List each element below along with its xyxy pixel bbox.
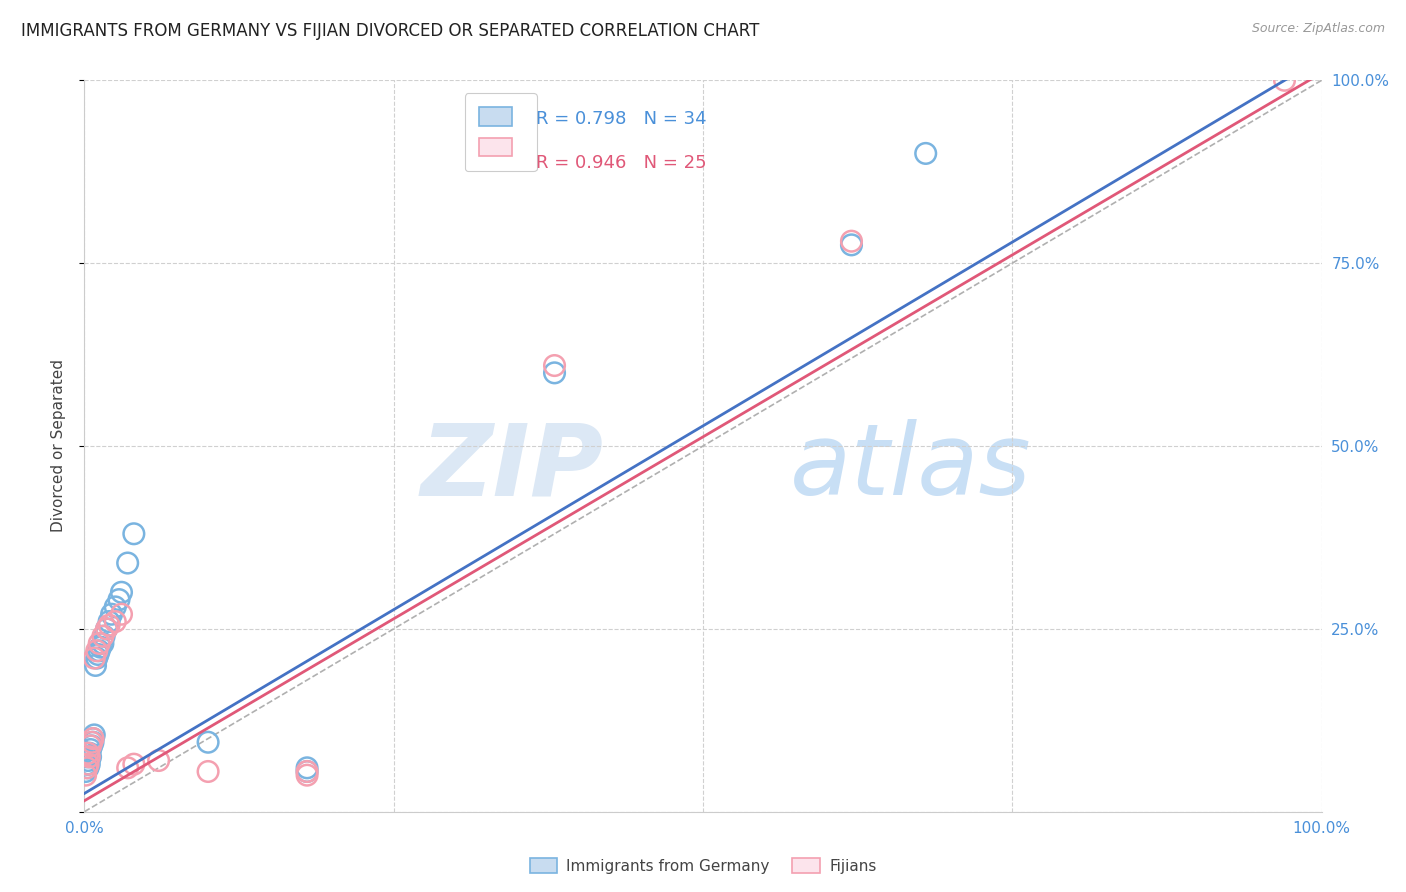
Point: [82, 731, 104, 746]
Point: [89, 636, 111, 650]
Point: [104, 599, 127, 614]
Point: [89, 644, 111, 658]
Point: [83, 728, 105, 742]
Point: [76, 761, 98, 775]
Point: [96, 622, 118, 636]
Point: [543, 366, 565, 380]
Point: [79, 757, 101, 772]
Point: [110, 585, 132, 599]
Point: [76, 757, 98, 772]
Point: [87, 648, 110, 662]
Text: IMMIGRANTS FROM GERMANY VS FIJIAN DIVORCED OR SEPARATED CORRELATION CHART: IMMIGRANTS FROM GERMANY VS FIJIAN DIVORC…: [21, 22, 759, 40]
Point: [79, 746, 101, 760]
Point: [77, 746, 100, 760]
Point: [117, 761, 139, 775]
Point: [110, 607, 132, 622]
Point: [77, 754, 100, 768]
Point: [98, 618, 121, 632]
Point: [148, 754, 170, 768]
Point: [79, 749, 101, 764]
Point: [77, 761, 100, 775]
Point: [197, 735, 219, 749]
Text: ZIP: ZIP: [420, 419, 605, 516]
Point: [122, 757, 145, 772]
Point: [295, 764, 318, 779]
Point: [117, 556, 139, 570]
Point: [295, 761, 318, 775]
Y-axis label: Divorced or Separated: Divorced or Separated: [51, 359, 66, 533]
Text: atlas: atlas: [790, 419, 1031, 516]
Point: [79, 742, 101, 756]
Point: [79, 749, 101, 764]
Point: [75, 768, 97, 782]
Point: [83, 651, 105, 665]
Point: [100, 607, 122, 622]
Point: [76, 749, 98, 764]
Point: [75, 764, 97, 779]
Point: [914, 146, 936, 161]
Point: [79, 739, 101, 753]
Point: [82, 735, 104, 749]
Point: [295, 764, 318, 779]
Point: [93, 629, 115, 643]
Point: [89, 640, 111, 655]
Point: [543, 359, 565, 373]
Point: [96, 622, 118, 636]
Point: [80, 735, 103, 749]
Point: [295, 768, 318, 782]
Legend: , : ,: [464, 93, 537, 171]
Point: [1274, 73, 1296, 87]
Point: [104, 615, 127, 629]
Point: [77, 757, 100, 772]
Point: [197, 764, 219, 779]
Point: [86, 651, 108, 665]
Legend: Immigrants from Germany, Fijians: Immigrants from Germany, Fijians: [523, 852, 883, 880]
Text: R = 0.946   N = 25: R = 0.946 N = 25: [536, 154, 707, 172]
Point: [82, 731, 104, 746]
Point: [841, 234, 863, 248]
Point: [841, 238, 863, 252]
Point: [122, 526, 145, 541]
Point: [86, 644, 108, 658]
Point: [91, 629, 114, 643]
Text: R = 0.798   N = 34: R = 0.798 N = 34: [536, 111, 707, 128]
Point: [80, 739, 103, 753]
Point: [108, 592, 131, 607]
Point: [91, 636, 114, 650]
Point: [84, 658, 107, 673]
Point: [98, 615, 121, 629]
Text: Source: ZipAtlas.com: Source: ZipAtlas.com: [1251, 22, 1385, 36]
